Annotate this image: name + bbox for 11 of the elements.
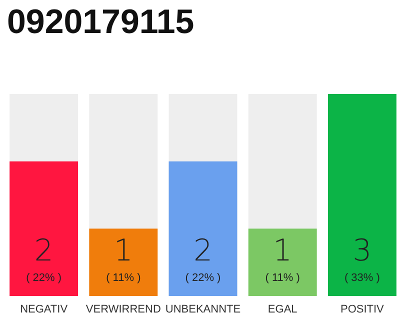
x-tick-label: POSITIV <box>340 304 385 316</box>
data-label: 1 ( 11% ) <box>265 234 300 284</box>
data-label: 2 ( 22% ) <box>26 234 62 284</box>
chart-title: 0920179115 <box>7 3 194 41</box>
x-tick-label: UNBEKANNTE <box>165 304 241 316</box>
x-tick-label: EGAL <box>268 304 298 316</box>
data-label: 3 ( 33% ) <box>344 234 380 284</box>
x-tick-label: VERWIRREND <box>86 304 161 316</box>
x-tick-label: NEGATIV <box>20 304 68 316</box>
data-label: 1 ( 11% ) <box>106 234 141 284</box>
data-label: 2 ( 22% ) <box>185 234 221 284</box>
